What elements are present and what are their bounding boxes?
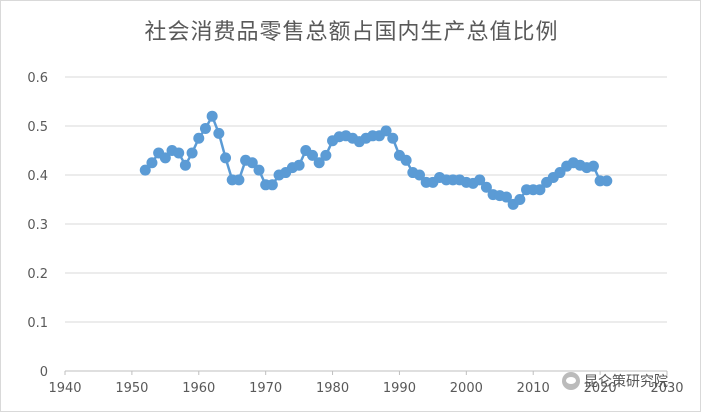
data-point <box>313 157 325 169</box>
watermark-text: 昆仑策研究院 <box>584 374 668 390</box>
x-tick-label: 1950 <box>115 381 148 396</box>
y-tick-label: 0.4 <box>27 169 48 184</box>
chart-title: 社会消费品零售总额占国内生产总值比例 <box>144 20 559 45</box>
x-tick-label: 1990 <box>383 381 416 396</box>
data-point <box>293 159 305 171</box>
data-point <box>480 181 492 193</box>
data-point <box>500 191 512 203</box>
data-point <box>146 157 158 169</box>
data-point <box>514 194 526 205</box>
x-tick-label: 1980 <box>316 381 349 396</box>
data-point <box>380 125 392 137</box>
data-point <box>186 147 198 159</box>
x-tick-label: 1960 <box>182 381 215 396</box>
y-tick-label: 0.1 <box>27 316 48 331</box>
data-point <box>179 159 191 171</box>
data-point <box>193 132 205 144</box>
data-point <box>199 122 211 134</box>
data-point <box>206 110 218 122</box>
data-point <box>474 174 486 186</box>
x-tick-label: 2010 <box>517 381 550 396</box>
x-tick-label: 1970 <box>249 381 282 396</box>
data-point <box>601 175 613 187</box>
y-tick-label: 0.5 <box>27 120 48 135</box>
data-point <box>246 157 258 169</box>
y-axis-ticks: 0 0.1 0.2 0.3 0.4 0.5 0.6 <box>27 71 48 380</box>
wechat-icon <box>562 372 580 390</box>
y-tick-label: 0 <box>40 365 48 380</box>
data-point <box>534 184 546 196</box>
data-point <box>306 149 318 161</box>
data-point <box>587 160 599 172</box>
x-tick-label: 1940 <box>48 381 81 396</box>
watermark: 昆仑策研究院 <box>562 371 668 391</box>
data-point <box>213 127 225 139</box>
data-point <box>253 164 265 176</box>
data-point <box>266 179 278 191</box>
series-group <box>139 110 613 210</box>
data-point <box>414 169 426 181</box>
data-point <box>400 154 412 166</box>
y-tick-label: 0.2 <box>27 267 48 282</box>
x-axis-ticks: 1940 1950 1960 1970 1980 1990 2000 2010 2020 2030 <box>48 371 684 396</box>
x-tick-label: 2030 <box>650 381 683 396</box>
data-point <box>139 164 151 176</box>
data-point <box>220 152 232 164</box>
data-point <box>159 152 171 164</box>
grid-lines <box>65 76 667 372</box>
y-tick-label: 0.3 <box>27 218 48 233</box>
data-point <box>320 149 332 161</box>
data-point <box>233 174 245 186</box>
y-tick-label: 0.6 <box>27 71 48 86</box>
x-tick-label: 2000 <box>450 381 483 396</box>
data-point <box>387 132 399 144</box>
data-point <box>173 147 185 159</box>
x-tick-label: 2020 <box>584 381 617 396</box>
